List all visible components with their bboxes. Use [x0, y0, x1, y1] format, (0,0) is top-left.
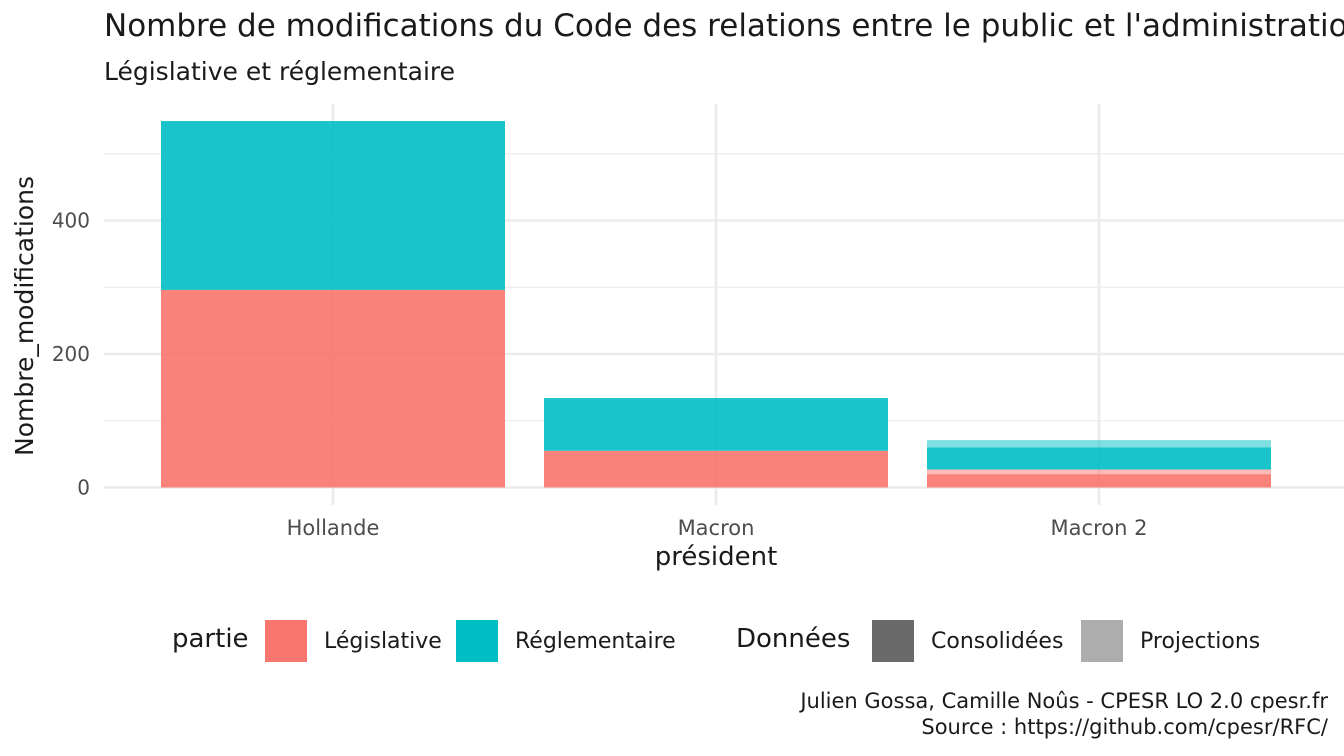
- legend-key-legislative: [265, 620, 307, 662]
- y-axis-label: Nombre_modifications: [10, 175, 39, 456]
- caption-line-authors: Julien Gossa, Camille Noûs - CPESR LO 2.…: [800, 689, 1328, 713]
- bar-macron-2-rglementaire-projections: [927, 440, 1271, 448]
- legend-title-partie: partie: [172, 624, 249, 654]
- legend-label-projections: Projections: [1140, 629, 1261, 654]
- y-tick-label: 0: [77, 476, 90, 500]
- chart-subtitle: Législative et réglementaire: [104, 57, 456, 86]
- legend-key-projections: [1081, 620, 1123, 662]
- legend-key-reglementaire: [456, 620, 498, 662]
- bar-hollande-rglementaire-consolides: [161, 121, 505, 290]
- caption-line-source: Source : https://github.com/cpesr/RFC/: [921, 715, 1328, 739]
- x-tick-label: Macron 2: [1051, 516, 1148, 540]
- x-axis-label: président: [654, 542, 778, 572]
- x-tick-label: Hollande: [287, 516, 380, 540]
- legend-label-legislative: Législative: [324, 629, 442, 654]
- caption: Julien Gossa, Camille Noûs - CPESR LO 2.…: [800, 688, 1328, 740]
- x-tick-label: Macron: [678, 516, 755, 540]
- legend-label-consolidees: Consolidées: [931, 629, 1064, 654]
- bar-macron-rglementaire-consolides: [544, 398, 888, 451]
- legend-key-consolidees: [872, 620, 914, 662]
- y-tick-label: 200: [52, 342, 90, 366]
- bar-macron-2-lgislative-projections: [927, 469, 1271, 475]
- chart-title: Nombre de modifications du Code des rela…: [104, 8, 1344, 44]
- legend-title-donnees: Données: [736, 624, 851, 654]
- bar-macron-lgislative-consolides: [544, 450, 888, 488]
- bar-macron-2-rglementaire-consolides: [927, 447, 1271, 470]
- legend-label-reglementaire: Réglementaire: [515, 629, 676, 654]
- y-tick-label: 400: [52, 209, 90, 233]
- bar-macron-2-lgislative-consolides: [927, 474, 1271, 488]
- bar-hollande-lgislative-consolides: [161, 289, 505, 488]
